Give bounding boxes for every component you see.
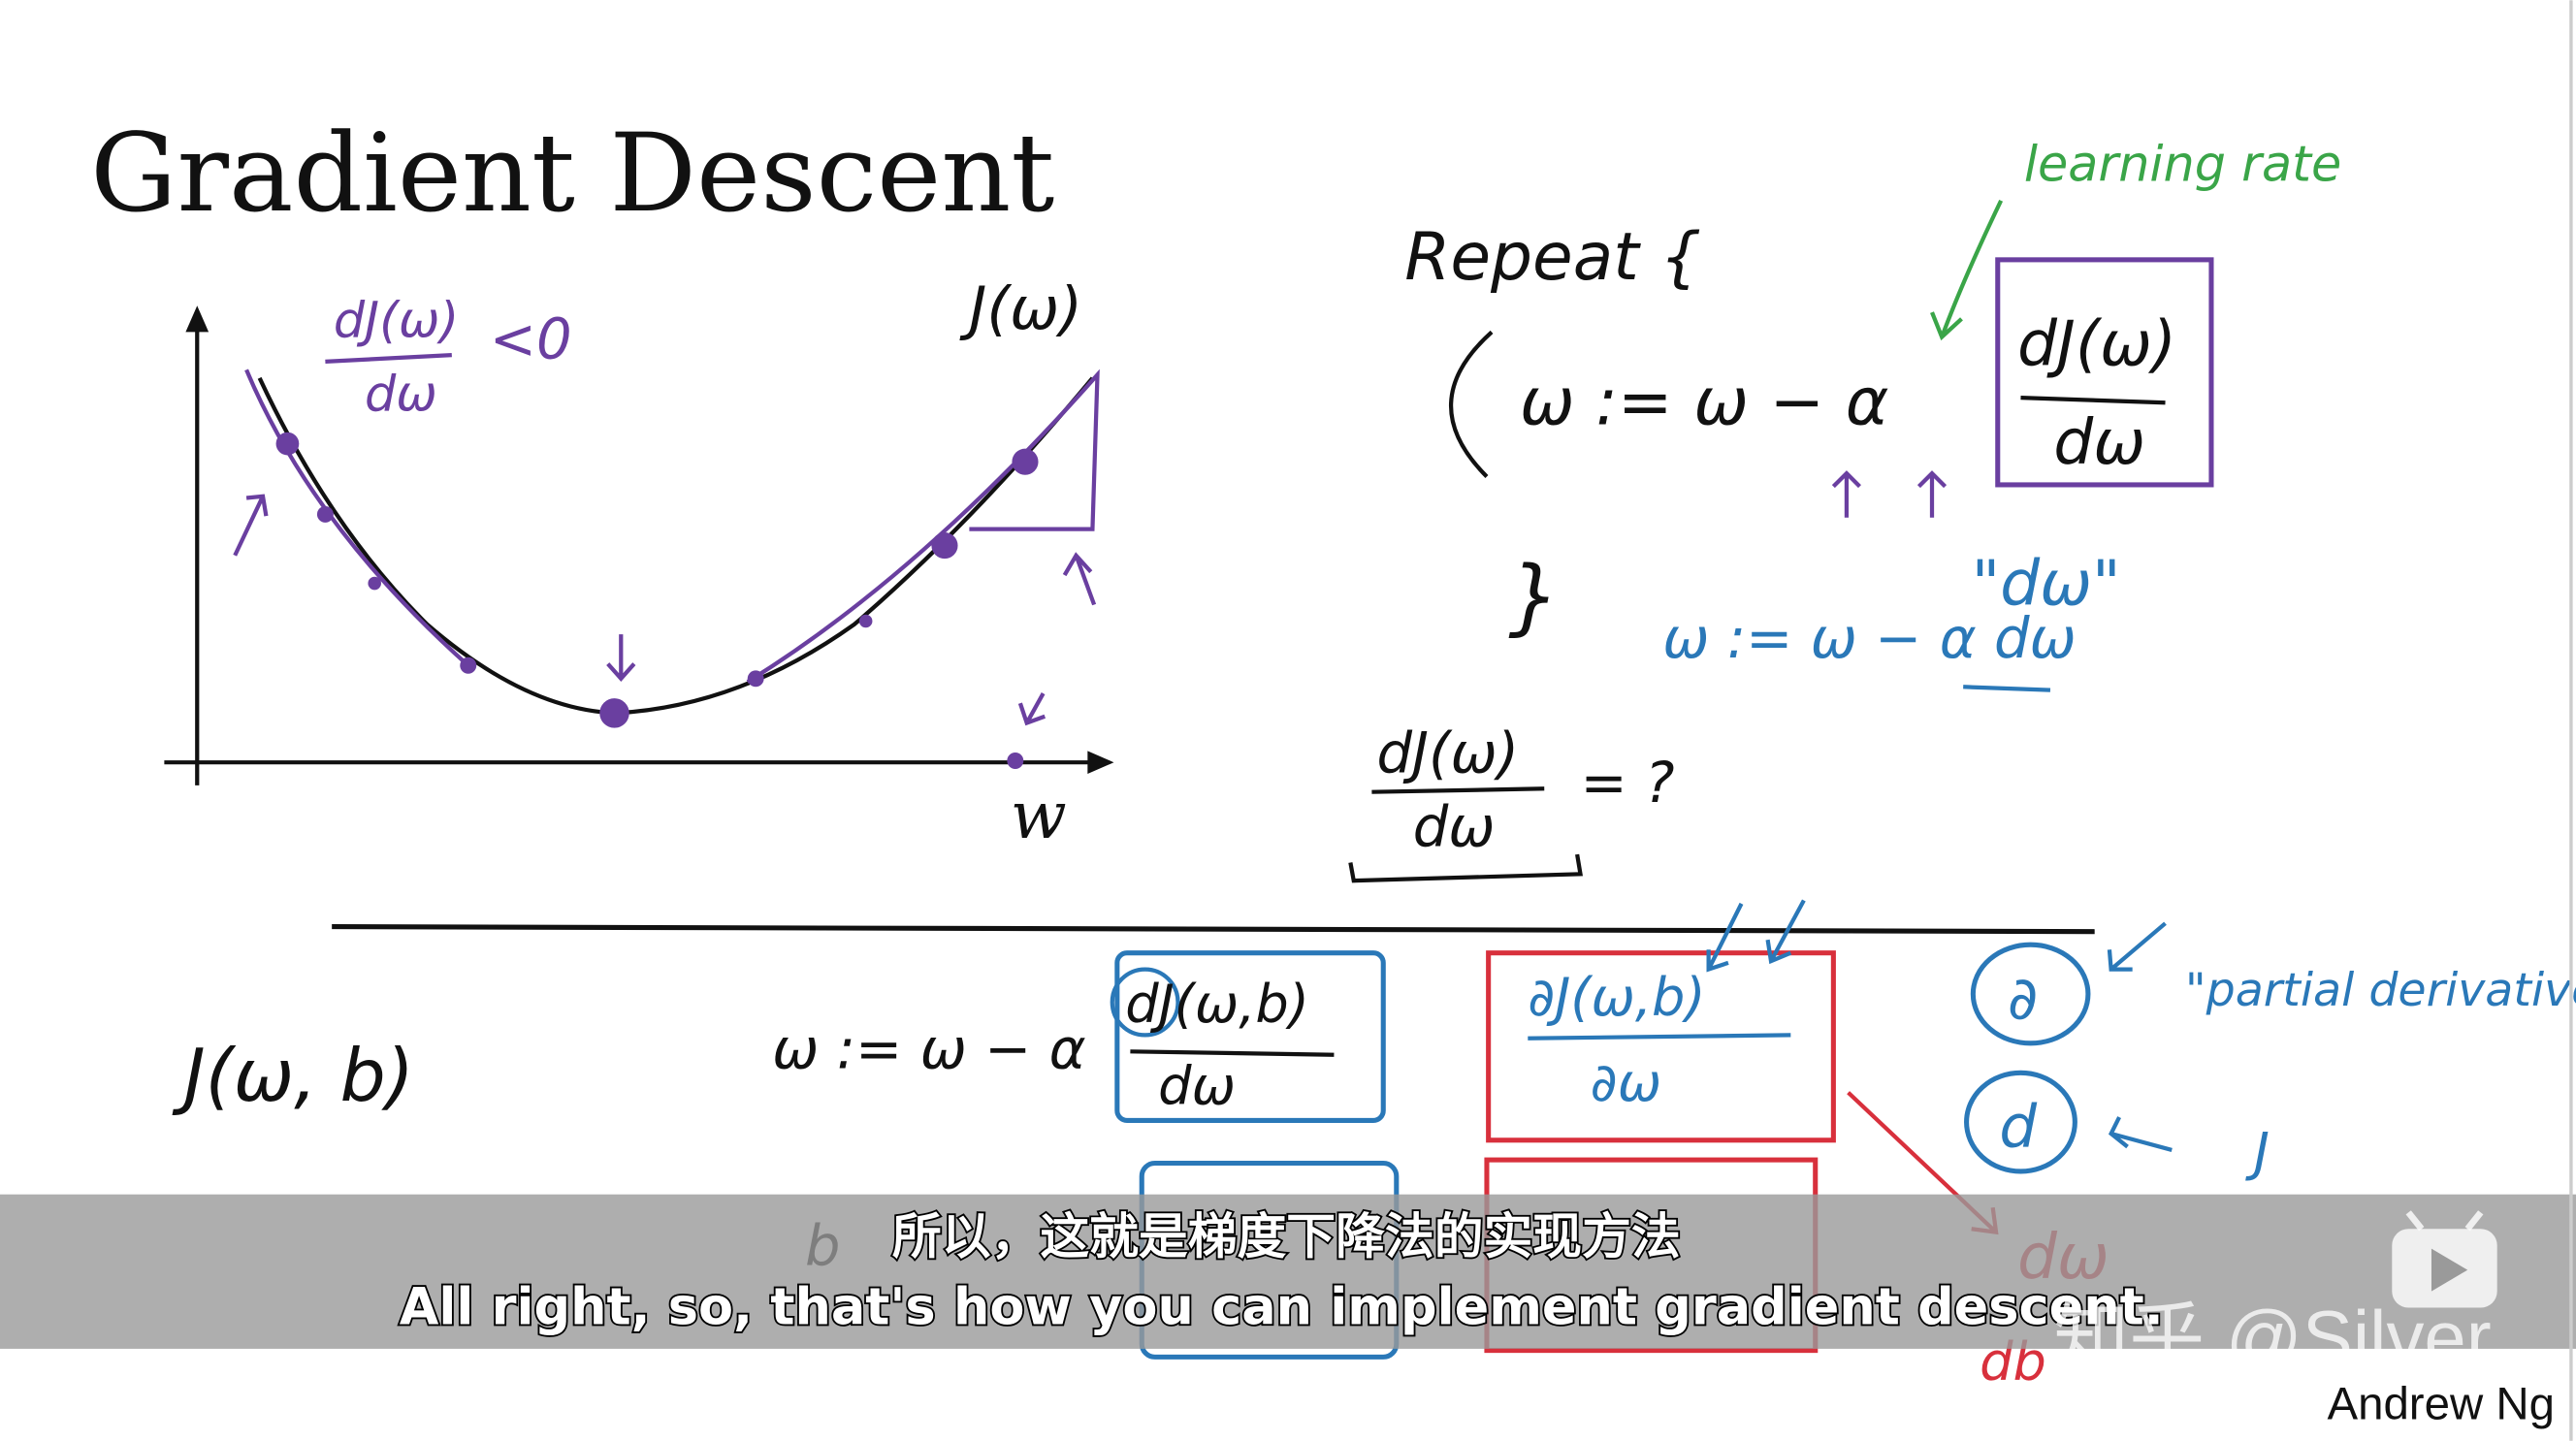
derivative-denominator: dω: [2053, 406, 2145, 479]
update-rule: ω := ω − α: [1520, 363, 1889, 439]
slope-numerator: dJ(ω): [334, 291, 459, 348]
bilibili-play-icon: [2392, 1210, 2497, 1308]
divider: [332, 924, 2095, 935]
subtitle-band: [0, 1194, 2576, 1349]
partial-derivative-text: "partial derivative": [2185, 964, 2576, 1017]
partial-denominator: ∂ω: [1591, 1052, 1661, 1113]
subtitle-chinese: 所以，这就是梯度下降法的实现方法: [892, 1208, 1681, 1265]
code-update-rule: ω := ω − α dω: [1662, 606, 2077, 671]
graph: J(ω) w dJ(ω) dω <0: [164, 274, 1114, 853]
pointer-arrows: [1831, 470, 1948, 518]
algorithm: Repeat { ω := ω − α dJ(ω) dω learning ra…: [1348, 136, 2341, 883]
learning-rate-arrow-icon: [1930, 199, 2004, 341]
repeat-label: Repeat {: [1404, 218, 1701, 295]
bottom-update-rule: ω := ω − α: [772, 1016, 1086, 1081]
question-numerator: dJ(ω): [1376, 720, 1519, 785]
x-axis-arrow-icon: [1087, 751, 1114, 775]
slope-comparison: <0: [490, 307, 572, 372]
d-symbol: d: [1999, 1093, 2037, 1162]
close-brace: }: [1508, 548, 1561, 644]
author-credit: Andrew Ng: [2327, 1379, 2555, 1430]
derivative-box: [1995, 257, 2214, 488]
subtitle-english: All right, so, that's how you can implem…: [400, 1278, 2164, 1337]
question-rhs: = ?: [1581, 751, 1675, 816]
question-denominator: dω: [1413, 795, 1496, 860]
bottom-derivative-denominator: dω: [1158, 1056, 1236, 1117]
tangent-triangle: [746, 368, 1100, 684]
y-axis-arrow-icon: [185, 305, 209, 333]
j-label: J: [2245, 1121, 2270, 1182]
watermark-text: 知乎 @Silver: [2053, 1295, 2491, 1380]
cost-function-label: J(ω, b): [172, 1034, 414, 1118]
slope-denominator: dω: [365, 366, 437, 423]
derivative-numerator: dJ(ω): [2017, 307, 2176, 380]
partial-derivative-label: "partial derivative": [2185, 964, 2576, 1017]
partial-numerator: ∂J(ω,b): [1528, 967, 1705, 1028]
curve-label: J(ω): [959, 274, 1082, 343]
descent-points: [275, 432, 1039, 769]
cost-curve: [257, 376, 1095, 716]
learning-rate-label: learning rate: [2024, 136, 2341, 193]
x-axis-label: w: [1011, 777, 1067, 853]
blue-derivative-box: [1114, 950, 1386, 1123]
step-arrows: [233, 494, 1097, 726]
dw-quote: "dω": [1972, 548, 2121, 621]
bottom-derivative-numerator: dJ(ω,b): [1125, 974, 1309, 1035]
partial-symbol: ∂: [2008, 964, 2039, 1033]
slide-title: Gradient Descent: [90, 111, 1054, 237]
red-partial-box: [1486, 950, 1836, 1143]
